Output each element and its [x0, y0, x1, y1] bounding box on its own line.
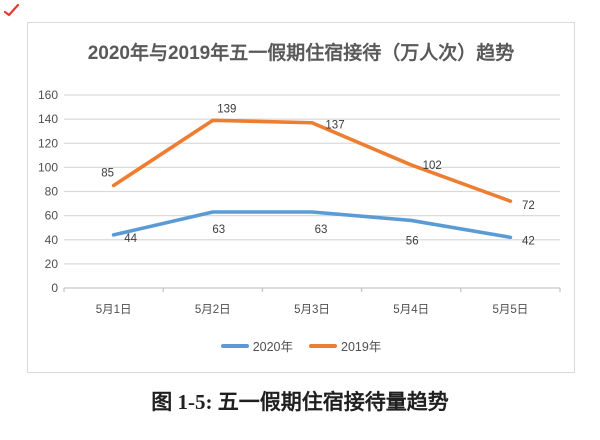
y-tick-label: 100	[38, 160, 58, 174]
series-line-2019年	[111, 118, 513, 203]
y-tick-label: 160	[38, 88, 58, 102]
legend-swatch-2020	[220, 343, 249, 348]
data-label: 63	[315, 224, 328, 236]
legend-item-2020: 2020年	[220, 336, 293, 355]
x-tick-label: 5月1日	[96, 304, 132, 316]
y-tick-label: 0	[51, 281, 58, 295]
data-label: 63	[212, 224, 225, 236]
legend-swatch-2019	[309, 343, 337, 348]
y-tick-label: 40	[45, 233, 59, 247]
data-label: 72	[522, 200, 535, 212]
y-tick-label: 60	[45, 209, 59, 223]
red-tick-mark	[4, 3, 20, 17]
legend-item-2019: 2019年	[309, 336, 381, 355]
data-label: 42	[522, 235, 535, 247]
x-tick-label: 5月5日	[493, 304, 529, 316]
data-label: 85	[101, 167, 114, 179]
legend: 2020年 2019年	[28, 336, 574, 355]
figure-caption: 图 1-5: 五一假期住宿接待量趋势	[151, 390, 449, 414]
y-tick-label: 80	[45, 185, 59, 199]
x-tick-label: 5月2日	[195, 304, 231, 316]
y-tick-label: 20	[45, 257, 59, 271]
data-label: 139	[217, 103, 236, 115]
data-label: 56	[406, 235, 419, 247]
series-line-2020年	[111, 210, 513, 240]
y-tick-label: 140	[38, 112, 58, 126]
chart-frame: 2020年与2019年五一假期住宿接待（万人次）趋势 0 20 40 60 80 100 1…	[27, 22, 575, 373]
legend-label-2020: 2020年	[252, 340, 293, 354]
x-tick-label: 5月3日	[294, 304, 330, 316]
y-tick-label: 120	[38, 136, 58, 150]
chart-title: 2020年与2019年五一假期住宿接待（万人次）趋势	[87, 43, 515, 64]
x-tick-label: 5月4日	[393, 304, 429, 316]
line-plot: 0 20 40 60 80 100 120 140 160 5月1日 5月2日 5月3日 5月4日 5月5…	[38, 88, 561, 316]
red-tick-mark-stroke	[4, 3, 20, 17]
legend-label-2019: 2019年	[341, 340, 382, 354]
data-label: 102	[423, 160, 442, 172]
data-label: 137	[325, 120, 344, 132]
data-label: 44	[124, 233, 137, 245]
